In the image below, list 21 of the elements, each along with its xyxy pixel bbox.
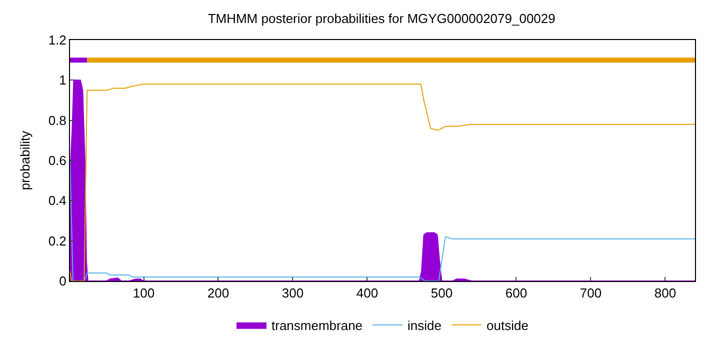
y-axis-title: probability xyxy=(17,130,32,190)
y-tick-label: 0.6 xyxy=(48,153,66,168)
x-tick-label: 200 xyxy=(207,286,230,301)
x-tick-label: 100 xyxy=(132,286,155,301)
y-tick-label: 0 xyxy=(59,274,66,289)
chart-title: TMHMM posterior probabilities for MGYG000002079_00029 xyxy=(208,11,556,26)
legend-label: outside xyxy=(486,318,528,333)
x-tick-label: 600 xyxy=(505,286,528,301)
legend-label: transmembrane xyxy=(272,318,363,333)
y-tick-label: 1.2 xyxy=(48,32,66,48)
line-series xyxy=(70,160,695,281)
y-tick-label: 0.2 xyxy=(48,233,66,248)
x-tick-label: 700 xyxy=(580,286,602,301)
x-tick-label: 800 xyxy=(654,286,676,301)
x-tick-label: 500 xyxy=(430,286,453,301)
legend-label: inside xyxy=(408,318,442,333)
y-tick-label: 0.8 xyxy=(48,112,66,128)
y-tick-label: 1 xyxy=(59,72,66,88)
x-tick-label: 400 xyxy=(356,286,378,301)
x-tick-label: 300 xyxy=(282,286,304,301)
y-tick-label: 0.4 xyxy=(48,193,66,208)
